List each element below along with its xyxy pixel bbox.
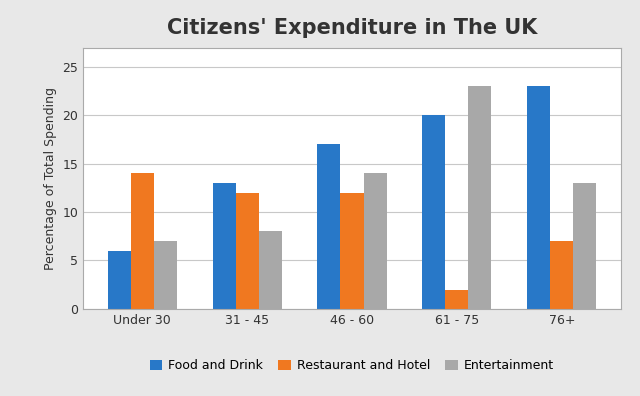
Bar — [317, 144, 340, 309]
Bar — [364, 173, 387, 309]
Bar — [236, 193, 259, 309]
Y-axis label: Percentage of Total Spending: Percentage of Total Spending — [44, 87, 57, 270]
Bar — [131, 173, 154, 309]
Bar — [212, 183, 236, 309]
Bar — [422, 115, 445, 309]
Legend: Food and Drink, Restaurant and Hotel, Entertainment: Food and Drink, Restaurant and Hotel, En… — [145, 354, 559, 377]
Bar — [340, 193, 364, 309]
Bar — [573, 183, 596, 309]
Bar — [108, 251, 131, 309]
Title: Citizens' Expenditure in The UK: Citizens' Expenditure in The UK — [167, 18, 537, 38]
Bar — [259, 231, 282, 309]
Bar — [550, 241, 573, 309]
Bar — [445, 289, 468, 309]
Bar — [468, 86, 492, 309]
Bar — [527, 86, 550, 309]
Bar — [154, 241, 177, 309]
